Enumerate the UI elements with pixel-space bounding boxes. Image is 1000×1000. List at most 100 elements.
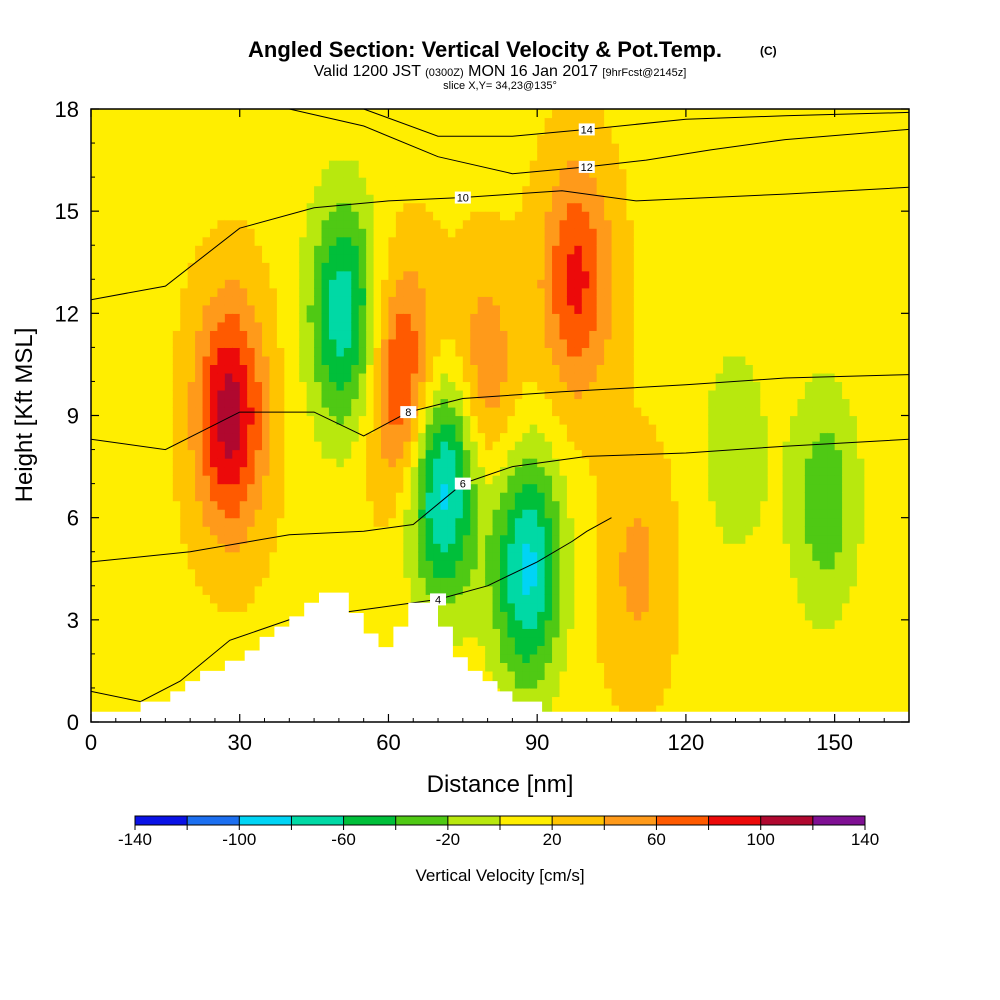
velocity-cell: [529, 662, 538, 672]
velocity-cell: [239, 415, 248, 425]
velocity-cell: [544, 304, 553, 314]
velocity-cell: [247, 347, 256, 357]
velocity-cell: [336, 398, 345, 408]
velocity-cell: [418, 483, 427, 493]
velocity-cell: [418, 551, 427, 561]
velocity-cell: [366, 270, 375, 280]
velocity-cell: [157, 364, 166, 374]
velocity-cell: [247, 177, 256, 187]
velocity-cell: [395, 517, 404, 527]
velocity-cell: [529, 389, 538, 400]
velocity-cell: [433, 143, 442, 153]
velocity-cell: [485, 236, 494, 246]
velocity-cell: [507, 304, 516, 314]
velocity-cell: [284, 253, 293, 263]
velocity-cell: [232, 262, 241, 272]
velocity-cell: [373, 287, 382, 297]
velocity-cell: [195, 432, 204, 442]
velocity-cell: [462, 517, 471, 527]
velocity-cell: [559, 424, 568, 434]
velocity-cell: [314, 551, 323, 561]
velocity-cell: [150, 441, 159, 451]
velocity-cell: [262, 551, 271, 561]
velocity-cell: [239, 253, 248, 263]
velocity-cell: [470, 270, 479, 280]
velocity-cell: [470, 330, 479, 340]
velocity-cell: [254, 619, 263, 629]
velocity-cell: [165, 466, 174, 476]
velocity-cell: [433, 313, 442, 323]
velocity-cell: [596, 679, 605, 689]
velocity-cell: [366, 381, 375, 391]
velocity-cell: [172, 296, 181, 306]
velocity-cell: [381, 202, 390, 212]
velocity-cell: [157, 492, 166, 502]
velocity-cell: [276, 372, 285, 383]
velocity-cell: [276, 577, 285, 587]
velocity-cell: [514, 441, 523, 451]
velocity-cell: [559, 389, 568, 400]
velocity-cell: [485, 381, 494, 391]
velocity-cell: [180, 526, 189, 536]
velocity-cell: [358, 168, 367, 178]
velocity-cell: [247, 543, 256, 553]
velocity-cell: [522, 696, 531, 706]
velocity-cell: [269, 262, 278, 272]
velocity-cell: [291, 262, 300, 272]
velocity-cell: [328, 330, 337, 340]
velocity-cell: [418, 211, 427, 221]
velocity-cell: [529, 143, 538, 153]
velocity-cell: [143, 577, 152, 587]
velocity-cell: [433, 355, 442, 366]
velocity-cell: [433, 228, 442, 238]
velocity-cell: [247, 611, 256, 621]
velocity-cell: [328, 534, 337, 544]
velocity-cell: [596, 704, 605, 715]
velocity-cell: [180, 279, 189, 289]
velocity-cell: [529, 245, 538, 255]
velocity-cell: [150, 109, 159, 119]
velocity-cell: [284, 347, 293, 357]
velocity-cell: [135, 287, 144, 297]
velocity-cell: [522, 168, 531, 178]
velocity-cell: [157, 568, 166, 578]
velocity-cell: [143, 211, 152, 221]
velocity-cell: [113, 177, 122, 187]
velocity-cell: [180, 577, 189, 587]
velocity-cell: [395, 594, 404, 604]
velocity-cell: [202, 134, 211, 144]
velocity-cell: [410, 441, 419, 451]
velocity-cell: [373, 228, 382, 238]
velocity-cell: [306, 526, 315, 536]
velocity-cell: [239, 534, 248, 544]
velocity-cell: [195, 594, 204, 604]
velocity-cell: [544, 126, 553, 136]
velocity-cell: [328, 185, 337, 195]
velocity-cell: [314, 389, 323, 400]
velocity-cell: [529, 458, 538, 468]
velocity-cell: [366, 517, 375, 527]
velocity-cell: [529, 194, 538, 204]
velocity-cell: [492, 594, 501, 604]
velocity-cell: [522, 449, 531, 459]
velocity-cell: [195, 117, 204, 127]
velocity-cell: [143, 194, 152, 204]
velocity-cell: [507, 330, 516, 340]
velocity-cell: [343, 321, 352, 331]
velocity-cell: [254, 372, 263, 383]
velocity-cell: [373, 313, 382, 323]
velocity-cell: [366, 560, 375, 570]
velocity-cell: [254, 160, 263, 170]
velocity-cell: [180, 168, 189, 178]
velocity-cell: [180, 653, 189, 663]
velocity-cell: [202, 441, 211, 451]
velocity-cell: [544, 636, 553, 646]
velocity-cell: [544, 109, 553, 119]
velocity-cell: [180, 202, 189, 212]
velocity-cell: [157, 160, 166, 170]
velocity-cell: [492, 449, 501, 459]
velocity-cell: [172, 645, 181, 655]
velocity-cell: [366, 287, 375, 297]
velocity-cell: [105, 458, 114, 468]
velocity-cell: [98, 219, 107, 229]
